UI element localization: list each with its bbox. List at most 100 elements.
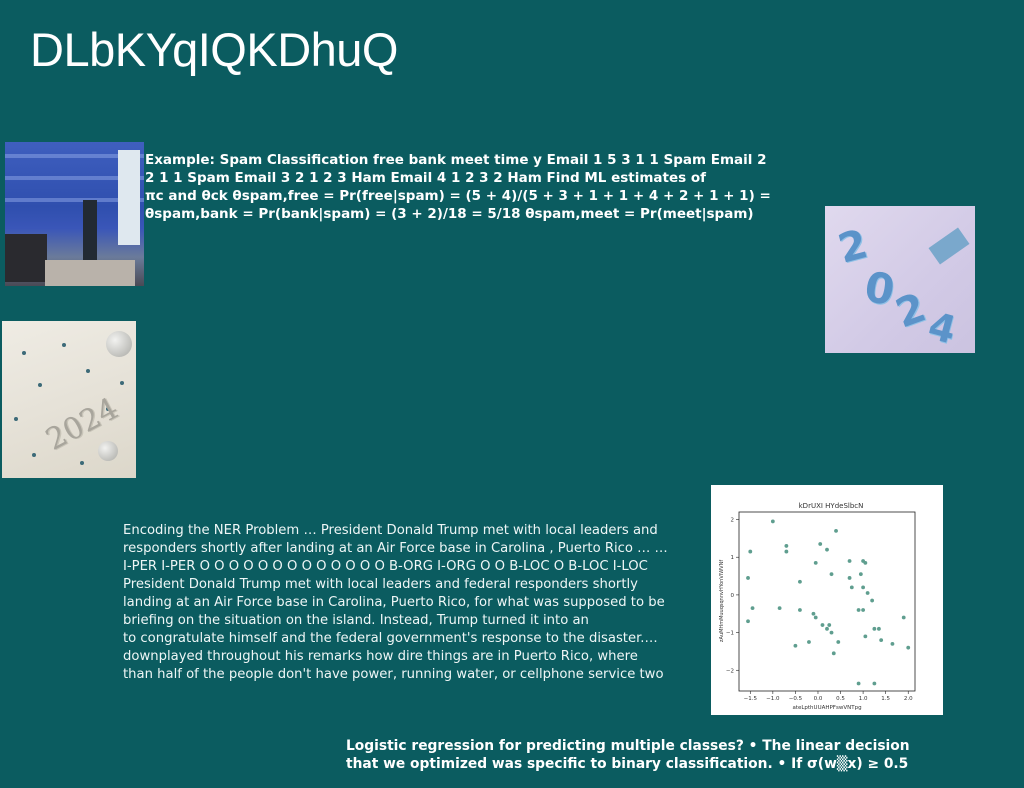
y-axis-label: zAuMHmMuuqsqnnvHYonVIWVNf	[719, 560, 725, 642]
spam-text-line: πc and θck θspam,free = Pr(free|spam) = …	[145, 188, 771, 204]
scatter-point	[746, 619, 750, 624]
cabin-beam-shape	[5, 198, 144, 202]
cabin-window-shape	[118, 150, 140, 245]
x-axis-label: ateLpthUUAHPFswVNTpg	[792, 705, 861, 711]
ner-text-line: President Donald Trump met with local le…	[123, 577, 638, 592]
scatter-point	[829, 572, 834, 577]
balloon-digit: 4	[923, 303, 961, 353]
scatter-point	[784, 544, 789, 548]
x-tick-label: −1.5	[744, 696, 758, 702]
scatter-point	[770, 519, 775, 524]
scatter-point	[829, 630, 834, 635]
plot-frame	[738, 511, 916, 692]
ner-text-line: downplayed throughout his remarks how di…	[123, 649, 638, 664]
scatter-point	[847, 576, 852, 580]
scatter-point	[746, 576, 750, 580]
scatter-point	[793, 643, 798, 648]
scatter-point	[863, 634, 868, 639]
scatter-point	[798, 608, 802, 612]
ner-text-block: Encoding the NER Problem … President Don…	[123, 522, 668, 684]
scatter-point	[813, 560, 818, 565]
scatter-point	[811, 611, 816, 616]
ner-text-line: than half of the people don't have power…	[123, 667, 664, 682]
scatter-point	[820, 623, 825, 627]
x-tick-label: −0.5	[789, 696, 803, 702]
spam-text-line: Example: Spam Classification free bank m…	[145, 152, 767, 168]
balloon-digit: 2	[889, 284, 932, 338]
scatter-point	[813, 615, 818, 620]
scatter-point	[818, 542, 823, 546]
x-tick-label: 2.0	[904, 696, 913, 702]
scatter-point	[863, 560, 868, 565]
scatter-point	[831, 651, 836, 656]
y-tick-label: 1	[731, 555, 735, 561]
cabin-beam-shape	[5, 154, 144, 158]
balloons-photo: 2 0 2 4	[825, 206, 975, 353]
scatter-plot-figure: kDrUXI HYdeSlbcN −1.5 −1.0 −0.5 0.0 0.5 1.0 1.…	[711, 485, 943, 715]
scatter-point	[807, 640, 811, 644]
y-axis-ticks: −2 −1 0 1 2	[726, 518, 739, 674]
scatter-points	[746, 519, 911, 686]
scatter-point	[777, 606, 782, 610]
scatter-point	[876, 626, 881, 631]
scatter-point	[870, 598, 875, 603]
scatter-point	[879, 638, 884, 643]
spam-text-block: Example: Spam Classification free bank m…	[145, 151, 771, 223]
scatter-point	[836, 640, 841, 644]
cabin-photo	[5, 142, 144, 286]
logistic-text-line: that we optimized was specific to binary…	[346, 756, 909, 772]
scatter-point	[872, 681, 877, 686]
scatter-point	[906, 645, 911, 650]
x-axis-ticks: −1.5 −1.0 −0.5 0.0 0.5 1.0 1.5 2.0	[744, 691, 913, 702]
confetti-dot	[38, 383, 42, 387]
slide-title: DLbKYqIQKDhuQ	[30, 23, 399, 76]
scatter-point	[890, 641, 895, 646]
logistic-text-line: Logistic regression for predicting multi…	[346, 738, 910, 754]
confetti-dot	[80, 461, 84, 465]
scatter-point	[825, 547, 829, 552]
x-tick-label: 0.0	[814, 696, 823, 702]
ornament-ball-shape	[98, 441, 118, 461]
confetti-dot	[62, 343, 66, 347]
cabin-stove-shape	[83, 200, 97, 260]
silver-2024-photo: 2024	[2, 321, 136, 478]
ner-text-line: responders shortly after landing at an A…	[123, 541, 668, 556]
scatter-point	[856, 608, 861, 612]
y-tick-label: 0	[731, 593, 735, 599]
logistic-text-block: Logistic regression for predicting multi…	[346, 737, 910, 773]
scatter-point	[750, 606, 755, 610]
scatter-point	[901, 615, 906, 620]
ner-text-line: landing at an Air Force base in Carolina…	[123, 595, 665, 610]
scatter-point	[847, 559, 852, 563]
confetti-dot	[14, 417, 18, 421]
y-tick-label: 2	[731, 518, 735, 524]
chart-title: kDrUXI HYdeSlbcN	[799, 502, 864, 510]
cabin-sofa-shape	[5, 234, 47, 282]
scatter-point	[784, 549, 789, 554]
x-tick-label: 0.5	[836, 696, 845, 702]
cabin-beam-shape	[5, 176, 144, 180]
scatter-point	[872, 626, 877, 631]
confetti-dot	[106, 407, 110, 411]
champagne-bottle-shape	[928, 227, 970, 265]
y-tick-label: −2	[726, 668, 734, 674]
scatter-point	[856, 681, 861, 686]
ner-text-line: briefing on the situation on the island.…	[123, 613, 589, 628]
ner-text-line: I-PER I-PER O O O O O O O O O O O O O B-…	[123, 559, 648, 574]
x-tick-label: −1.0	[766, 696, 780, 702]
ornament-ball-shape	[106, 331, 132, 357]
confetti-dot	[86, 369, 90, 373]
confetti-dot	[22, 351, 26, 355]
ner-text-line: Encoding the NER Problem … President Don…	[123, 523, 658, 538]
confetti-dot	[120, 381, 124, 385]
y-tick-label: −1	[726, 631, 734, 637]
scatter-plot: kDrUXI HYdeSlbcN −1.5 −1.0 −0.5 0.0 0.5 1.0 1.…	[719, 502, 916, 711]
scatter-point	[861, 585, 866, 590]
scatter-point	[827, 623, 832, 627]
scatter-point	[849, 585, 854, 590]
cabin-rug-shape	[45, 260, 135, 286]
scatter-point	[825, 626, 829, 631]
balloon-digit: 2	[833, 221, 873, 273]
x-tick-label: 1.0	[859, 696, 868, 702]
spam-text-line: 2 1 1 Spam Email 3 2 1 2 3 Ham Email 4 1…	[145, 170, 707, 186]
